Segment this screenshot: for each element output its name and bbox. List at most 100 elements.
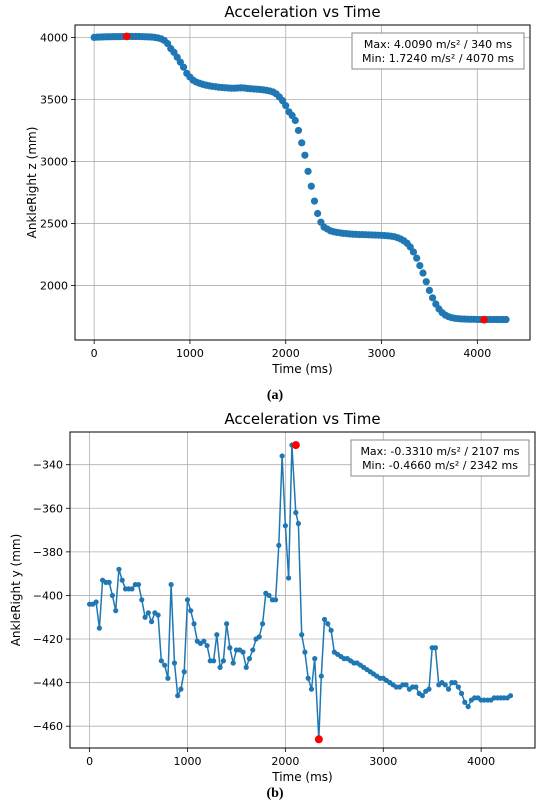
- data-point: [455, 684, 461, 690]
- data-point: [285, 575, 292, 581]
- x-tick-label: 2000: [271, 755, 299, 768]
- annotation-box: [350, 439, 530, 477]
- x-tick-label: 1000: [173, 755, 201, 768]
- data-point: [96, 625, 102, 631]
- data-point: [93, 599, 99, 605]
- annotation-min: Min: 1.7240 m/s² / 4070 ms: [362, 52, 514, 65]
- min-point-marker: [314, 735, 323, 744]
- data-point: [413, 254, 421, 262]
- data-point: [452, 680, 458, 686]
- data-point: [155, 612, 161, 618]
- data-point: [304, 167, 312, 175]
- data-point: [188, 608, 194, 614]
- data-point: [465, 703, 471, 710]
- plot-area: [75, 25, 530, 340]
- y-tick-label: −380: [33, 546, 63, 559]
- caption-a-label: (a): [266, 388, 284, 403]
- data-point: [282, 102, 290, 110]
- x-tick-label: 0: [86, 755, 93, 768]
- data-point: [432, 645, 439, 651]
- data-point: [318, 673, 324, 679]
- data-point: [314, 209, 322, 218]
- chart-title: Acceleration vs Time: [224, 410, 380, 428]
- data-point: [243, 664, 249, 670]
- data-point: [230, 660, 236, 666]
- data-point: [184, 597, 191, 603]
- x-tick-label: 3000: [369, 755, 397, 768]
- chart-b: Acceleration vs Time 0 1000 2000 3000 4000 −46…: [9, 410, 536, 784]
- max-point-marker: [122, 32, 131, 41]
- data-point: [256, 634, 262, 640]
- data-point: [168, 581, 174, 588]
- data-point: [135, 581, 142, 588]
- annotation-max: Max: -0.3310 m/s² / 2107 ms: [360, 445, 519, 458]
- data-point: [445, 686, 452, 692]
- caption-a: (a): [0, 388, 550, 404]
- data-point: [413, 684, 419, 690]
- data-point: [428, 294, 437, 302]
- x-tick-label: 3000: [368, 347, 396, 360]
- data-point: [129, 586, 135, 592]
- data-point: [422, 278, 430, 286]
- data-point: [119, 577, 125, 583]
- data-point: [279, 453, 285, 459]
- data-point: [416, 261, 424, 270]
- data-point: [409, 248, 418, 256]
- data-point: [419, 269, 427, 277]
- data-point: [201, 638, 207, 644]
- data-point: [217, 664, 223, 670]
- data-point: [328, 627, 334, 633]
- x-axis-label: Time (ms): [271, 770, 333, 784]
- data-point: [227, 645, 233, 651]
- x-tick-label: 0: [91, 347, 98, 360]
- data-point: [295, 520, 301, 527]
- x-tick-label: 4000: [463, 347, 491, 360]
- data-point: [204, 642, 210, 649]
- y-tick-label: −340: [33, 459, 63, 472]
- data-point: [116, 566, 122, 572]
- y-tick-label: 3000: [40, 155, 68, 168]
- data-point: [312, 656, 318, 662]
- data-point: [171, 660, 178, 666]
- data-point: [301, 151, 309, 159]
- data-point: [142, 614, 148, 620]
- data-point: [298, 139, 306, 147]
- data-point: [158, 658, 164, 664]
- chart-a: Acceleration vs Time 0 1000 2000 3000 4000 200…: [25, 3, 531, 376]
- y-tick-label: −420: [33, 633, 63, 646]
- y-tick-label: 3500: [40, 93, 68, 106]
- data-point: [178, 686, 184, 692]
- data-point: [294, 126, 303, 135]
- y-tick-label: −400: [33, 589, 63, 602]
- y-tick-label: 4000: [40, 31, 68, 44]
- data-point: [305, 675, 311, 681]
- data-point: [259, 621, 266, 627]
- data-point: [179, 63, 188, 71]
- annotation-box: [351, 32, 525, 70]
- data-point: [109, 592, 115, 599]
- data-point: [419, 693, 426, 699]
- y-axis-label: AnkleRight y (mm): [9, 534, 23, 647]
- data-point: [425, 286, 434, 294]
- data-point: [462, 699, 468, 705]
- x-tick-label: 2000: [272, 347, 300, 360]
- data-point: [162, 662, 168, 668]
- data-point: [224, 621, 230, 627]
- data-point: [139, 597, 145, 603]
- annotation-min: Min: -0.4660 m/s² / 2342 ms: [362, 459, 518, 472]
- data-point: [310, 197, 319, 205]
- data-point: [113, 608, 119, 614]
- annotation-max: Max: 4.0090 m/s² / 340 ms: [364, 38, 512, 51]
- x-axis-label: Time (ms): [271, 362, 333, 376]
- data-point: [502, 315, 510, 324]
- x-tick-label: 4000: [467, 755, 495, 768]
- data-point: [148, 619, 155, 625]
- data-point: [307, 182, 315, 190]
- data-point: [211, 658, 217, 664]
- data-point: [507, 693, 514, 699]
- data-point: [321, 616, 328, 623]
- min-point-marker: [480, 315, 488, 324]
- data-point: [426, 686, 432, 692]
- data-point: [458, 690, 465, 697]
- data-point: [293, 510, 299, 516]
